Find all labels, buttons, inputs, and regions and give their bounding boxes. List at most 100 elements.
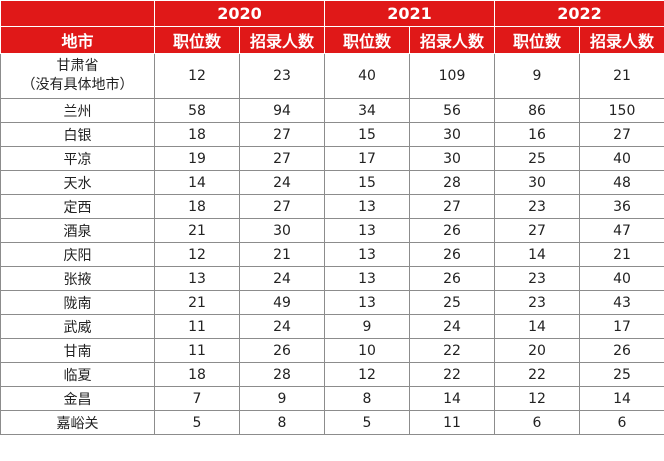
positions-cell: 13: [324, 194, 410, 219]
year-header-2022: 2022: [494, 0, 664, 27]
city-cell: 张掖: [0, 266, 155, 291]
positions-cell: 5: [324, 410, 410, 435]
recruits-cell: 28: [239, 362, 325, 387]
city-cell: 白银: [0, 122, 155, 147]
positions-cell: 10: [324, 338, 410, 363]
city-column-header: 地市: [0, 26, 155, 54]
recruits-cell: 30: [239, 218, 325, 243]
city-cell-line: 甘肃省: [56, 58, 99, 74]
positions-cell: 9: [494, 53, 580, 99]
recruits-cell: 9: [239, 386, 325, 411]
recruits-column-header: 招录人数: [579, 26, 664, 54]
city-cell: 嘉峪关: [0, 410, 155, 435]
positions-cell: 34: [324, 98, 410, 123]
positions-cell: 30: [494, 170, 580, 195]
table-row: 庆阳 12 21 13 26 14 21: [0, 242, 664, 267]
positions-cell: 12: [154, 242, 240, 267]
recruits-cell: 22: [409, 338, 495, 363]
positions-cell: 86: [494, 98, 580, 123]
recruits-cell: 27: [409, 194, 495, 219]
column-header-row: 地市 职位数 招录人数 职位数 招录人数 职位数 招录人数: [0, 26, 664, 54]
recruits-cell: 94: [239, 98, 325, 123]
year-header-row: 2020 2021 2022: [0, 0, 664, 27]
positions-cell: 12: [324, 362, 410, 387]
positions-cell: 40: [324, 53, 410, 99]
positions-cell: 23: [494, 194, 580, 219]
positions-cell: 13: [324, 266, 410, 291]
recruits-cell: 23: [239, 53, 325, 99]
positions-cell: 6: [494, 410, 580, 435]
table-row: 白银 18 27 15 30 16 27: [0, 122, 664, 147]
recruits-cell: 40: [579, 146, 664, 171]
recruits-cell: 24: [409, 314, 495, 339]
recruits-cell: 43: [579, 290, 664, 315]
city-cell: 武威: [0, 314, 155, 339]
table-row: 酒泉 21 30 13 26 27 47: [0, 218, 664, 243]
recruits-cell: 28: [409, 170, 495, 195]
positions-cell: 16: [494, 122, 580, 147]
recruits-column-header: 招录人数: [409, 26, 495, 54]
city-cell: 定西: [0, 194, 155, 219]
recruits-cell: 27: [239, 194, 325, 219]
city-cell: 陇南: [0, 290, 155, 315]
recruits-cell: 49: [239, 290, 325, 315]
recruits-cell: 24: [239, 266, 325, 291]
positions-cell: 8: [324, 386, 410, 411]
recruits-cell: 109: [409, 53, 495, 99]
recruits-cell: 30: [409, 146, 495, 171]
positions-column-header: 职位数: [494, 26, 580, 54]
positions-cell: 25: [494, 146, 580, 171]
table-body: 甘肃省 （没有具体地市） 12 23 40 109 9 21 兰州 58 94 34 56 86 150 白银…: [0, 53, 664, 435]
table-row: 金昌 7 9 8 14 12 14: [0, 386, 664, 411]
header-corner-cell: [0, 0, 155, 27]
positions-cell: 17: [324, 146, 410, 171]
recruits-cell: 8: [239, 410, 325, 435]
recruits-cell: 25: [579, 362, 664, 387]
positions-cell: 19: [154, 146, 240, 171]
recruits-cell: 47: [579, 218, 664, 243]
positions-cell: 20: [494, 338, 580, 363]
positions-cell: 15: [324, 122, 410, 147]
recruits-cell: 36: [579, 194, 664, 219]
recruits-cell: 21: [579, 53, 664, 99]
positions-cell: 9: [324, 314, 410, 339]
recruits-cell: 26: [409, 242, 495, 267]
positions-cell: 14: [494, 242, 580, 267]
recruits-cell: 14: [409, 386, 495, 411]
recruits-cell: 27: [579, 122, 664, 147]
positions-cell: 21: [154, 290, 240, 315]
table-row: 临夏 18 28 12 22 22 25: [0, 362, 664, 387]
positions-cell: 58: [154, 98, 240, 123]
positions-cell: 7: [154, 386, 240, 411]
positions-column-header: 职位数: [154, 26, 240, 54]
city-cell: 兰州: [0, 98, 155, 123]
positions-cell: 5: [154, 410, 240, 435]
recruits-cell: 26: [579, 338, 664, 363]
recruits-cell: 25: [409, 290, 495, 315]
recruits-cell: 11: [409, 410, 495, 435]
recruits-cell: 30: [409, 122, 495, 147]
table-row: 天水 14 24 15 28 30 48: [0, 170, 664, 195]
positions-cell: 23: [494, 290, 580, 315]
positions-cell: 14: [494, 314, 580, 339]
city-cell: 庆阳: [0, 242, 155, 267]
table-row: 甘南 11 26 10 22 20 26: [0, 338, 664, 363]
city-cell: 甘南: [0, 338, 155, 363]
city-cell: 天水: [0, 170, 155, 195]
recruits-cell: 48: [579, 170, 664, 195]
recruits-cell: 27: [239, 122, 325, 147]
recruits-cell: 150: [579, 98, 664, 123]
table-row: 定西 18 27 13 27 23 36: [0, 194, 664, 219]
positions-cell: 13: [154, 266, 240, 291]
positions-cell: 12: [494, 386, 580, 411]
table-row: 兰州 58 94 34 56 86 150: [0, 98, 664, 123]
year-header-2020: 2020: [154, 0, 325, 27]
recruitment-table: 2020 2021 2022 地市 职位数 招录人数 职位数 招录人数 职位数 …: [0, 0, 664, 435]
recruits-cell: 56: [409, 98, 495, 123]
positions-cell: 11: [154, 338, 240, 363]
recruits-cell: 14: [579, 386, 664, 411]
table-row: 平凉 19 27 17 30 25 40: [0, 146, 664, 171]
recruits-cell: 27: [239, 146, 325, 171]
table-row: 武威 11 24 9 24 14 17: [0, 314, 664, 339]
positions-cell: 18: [154, 362, 240, 387]
